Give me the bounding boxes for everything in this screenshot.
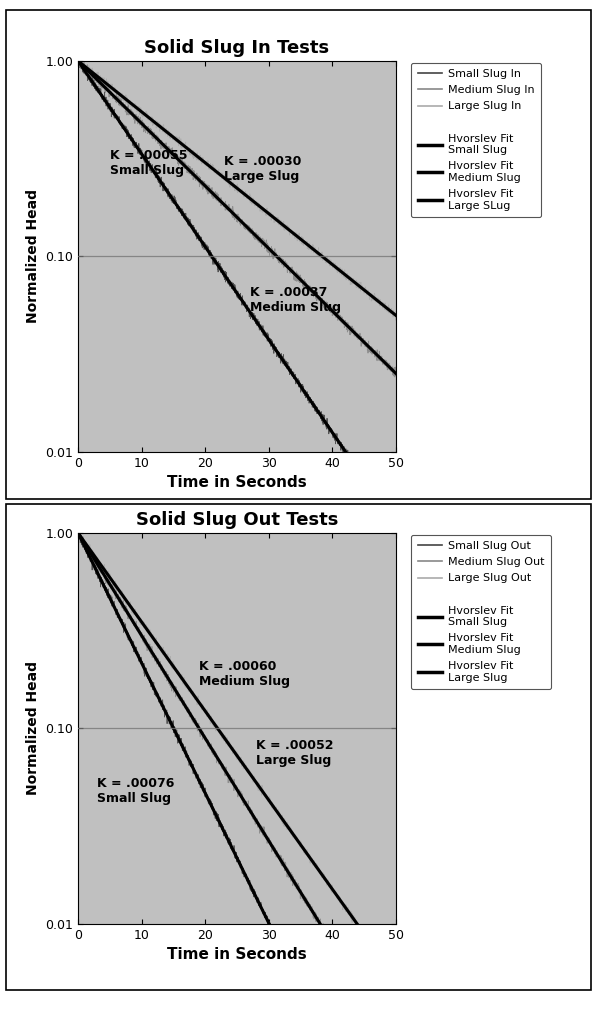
Text: K = .00055
Small Slug: K = .00055 Small Slug xyxy=(110,149,187,177)
Legend: Small Slug In, Medium Slug In, Large Slug In,  , Hvorslev Fit
Small Slug, Hvorsl: Small Slug In, Medium Slug In, Large Slu… xyxy=(411,63,541,217)
Text: K = .00037
Medium Slug: K = .00037 Medium Slug xyxy=(250,285,341,314)
Title: Solid Slug Out Tests: Solid Slug Out Tests xyxy=(136,511,338,529)
Text: K = .00030
Large Slug: K = .00030 Large Slug xyxy=(224,155,302,183)
Y-axis label: Normalized Head: Normalized Head xyxy=(26,661,40,796)
X-axis label: Time in Seconds: Time in Seconds xyxy=(167,475,307,490)
Legend: Small Slug Out, Medium Slug Out, Large Slug Out,  , Hvorslev Fit
Small Slug, Hvo: Small Slug Out, Medium Slug Out, Large S… xyxy=(411,535,551,689)
Text: K = .00076
Small Slug: K = .00076 Small Slug xyxy=(97,776,175,805)
Title: Solid Slug In Tests: Solid Slug In Tests xyxy=(145,39,329,57)
Y-axis label: Normalized Head: Normalized Head xyxy=(26,189,40,324)
Text: K = .00052
Large Slug: K = .00052 Large Slug xyxy=(256,739,334,766)
X-axis label: Time in Seconds: Time in Seconds xyxy=(167,947,307,962)
Text: K = .00060
Medium Slug: K = .00060 Medium Slug xyxy=(199,660,290,688)
